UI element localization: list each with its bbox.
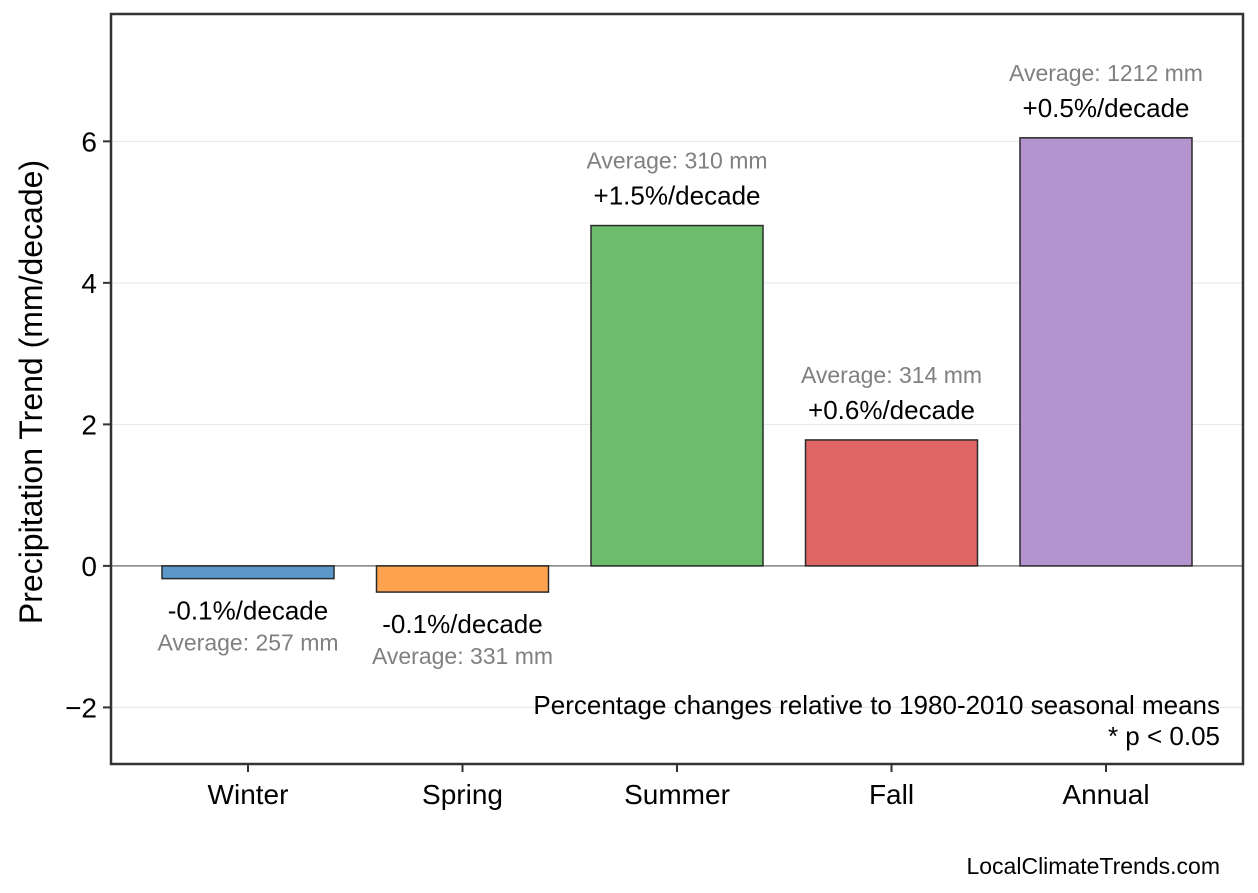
note-significance: * p < 0.05 bbox=[1108, 721, 1220, 751]
bar-trend-label: -0.1%/decade bbox=[382, 609, 542, 639]
credit-text: LocalClimateTrends.com bbox=[966, 853, 1220, 879]
bar-average-label: Average: 314 mm bbox=[801, 362, 982, 388]
bar-average-label: Average: 310 mm bbox=[586, 148, 767, 174]
y-tick-label: −2 bbox=[65, 692, 97, 723]
x-tick-label-annual: Annual bbox=[1062, 779, 1149, 810]
bar-annotations: -0.1%/decade Average: 257 mm -0.1%/decade A… bbox=[157, 60, 1203, 669]
bar-average-label: Average: 331 mm bbox=[372, 643, 553, 669]
x-tick-label-winter: Winter bbox=[208, 779, 289, 810]
bar-annual bbox=[1019, 137, 1193, 567]
plot-frame bbox=[109, 12, 1245, 766]
y-tick-label: 0 bbox=[81, 551, 97, 582]
x-tick-label-summer: Summer bbox=[624, 779, 730, 810]
bar-trend-label: -0.1%/decade bbox=[168, 596, 328, 626]
bar-winter bbox=[161, 565, 335, 580]
bar-average-label: Average: 1212 mm bbox=[1009, 60, 1203, 86]
x-tick-label-fall: Fall bbox=[869, 779, 914, 810]
y-tick-label: 4 bbox=[81, 268, 97, 299]
note-percentage: Percentage changes relative to 1980-2010… bbox=[533, 690, 1220, 720]
axis-ticks: −2 0 2 4 6 Winter Spring Summer Fall Annual bbox=[65, 126, 1150, 810]
x-tick-label-spring: Spring bbox=[422, 779, 503, 810]
bar-trend-label: +1.5%/decade bbox=[594, 181, 761, 211]
bar-average-label: Average: 257 mm bbox=[157, 630, 338, 656]
y-tick-label: 6 bbox=[81, 126, 97, 157]
bar-summer bbox=[590, 224, 764, 567]
bar-trend-label: +0.5%/decade bbox=[1023, 93, 1190, 123]
bar-trend-label: +0.6%/decade bbox=[808, 395, 975, 425]
bar-spring bbox=[375, 565, 550, 593]
y-tick-label: 2 bbox=[81, 409, 97, 440]
bars bbox=[161, 137, 1193, 593]
y-axis-label: Precipitation Trend (mm/decade) bbox=[13, 160, 49, 624]
bar-fall bbox=[804, 439, 979, 567]
